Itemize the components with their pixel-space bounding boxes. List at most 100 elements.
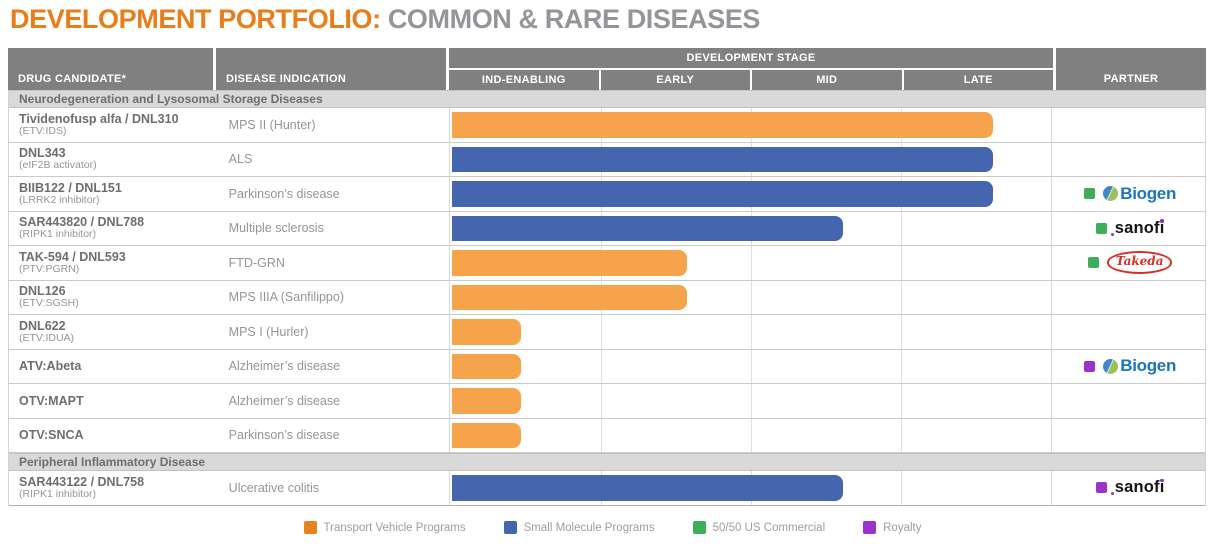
stage-gridline xyxy=(750,418,752,452)
stage-cell xyxy=(449,246,1053,280)
drug-candidate-cell: SAR443122 / DNL758 (RIPK1 inhibitor) xyxy=(9,471,214,505)
partner-cell: Biogen xyxy=(1055,177,1205,211)
header-stage-early: EARLY xyxy=(600,70,750,90)
stage-bar xyxy=(452,181,994,207)
legend-item-small-molecule: Small Molecule Programs xyxy=(503,521,655,534)
portfolio-table: DRUG CANDIDATE* DISEASE INDICATION DEVEL… xyxy=(8,48,1206,506)
biogen-wordmark: Biogen xyxy=(1120,356,1177,376)
stage-gridline xyxy=(901,211,903,245)
sanofi-i-dot: i xyxy=(1159,478,1165,497)
table-header: DRUG CANDIDATE* DISEASE INDICATION DEVEL… xyxy=(8,48,1206,90)
drug-candidate-cell: DNL126 (ETV:SGSH) xyxy=(9,281,214,315)
legend-label: 50/50 US Commercial xyxy=(712,521,826,534)
partner-cell: sanofi xyxy=(1055,212,1205,246)
stage-gridline xyxy=(600,384,602,418)
header-partner: PARTNER xyxy=(1056,48,1206,90)
drug-subtitle: (RIPK1 inhibitor) xyxy=(19,487,97,500)
page-title-subtitle: COMMON & RARE DISEASES xyxy=(387,4,761,34)
stage-cell xyxy=(449,177,1053,211)
partner-cell xyxy=(1055,281,1205,315)
drug-subtitle: (eIF2B activator) xyxy=(19,159,97,172)
drug-name: Tividenofusp alfa / DNL310 xyxy=(19,111,179,126)
drug-name: OTV:MAPT xyxy=(19,393,84,408)
page-title: DEVELOPMENT PORTFOLIO: COMMON & RARE DIS… xyxy=(10,4,760,35)
disease-indication-cell: MPS I (Hurler) xyxy=(217,315,447,349)
partner-cell: sanofi xyxy=(1055,471,1205,505)
drug-subtitle: (ETV:IDS) xyxy=(19,124,67,137)
stage-gridline xyxy=(901,246,903,280)
disease-indication: MPS IIIA (Sanfilippo) xyxy=(228,290,344,305)
drug-candidate-cell: BIIB122 / DNL151 (LRRK2 inhibitor) xyxy=(9,177,214,211)
table-row: DNL343 (eIF2B activator) ALS xyxy=(9,142,1205,177)
disease-indication-cell: MPS II (Hunter) xyxy=(217,108,447,142)
partner-cell: Biogen xyxy=(1055,350,1205,384)
header-stage-late: LATE xyxy=(903,70,1053,90)
drug-candidate-cell: Tividenofusp alfa / DNL310 (ETV:IDS) xyxy=(9,108,214,142)
table-row: SAR443122 / DNL758 (RIPK1 inhibitor) Ulc… xyxy=(9,471,1205,506)
stage-gridline xyxy=(600,418,602,452)
table-row: OTV:SNCA Parkinson’s disease xyxy=(9,418,1205,453)
partner-cell xyxy=(1055,315,1205,349)
stage-bar xyxy=(452,475,843,501)
disease-indication: MPS I (Hurler) xyxy=(228,324,309,339)
purple-marker-icon xyxy=(1095,482,1107,494)
disease-indication-cell: Ulcerative colitis xyxy=(217,471,447,505)
disease-indication: ALS xyxy=(228,152,253,167)
stage-cell xyxy=(449,142,1053,176)
purple-marker-icon xyxy=(1084,360,1096,372)
disease-indication: Alzheimer’s disease xyxy=(228,393,341,408)
stage-bar xyxy=(452,319,522,345)
sanofi-i-dot: i xyxy=(1159,218,1165,237)
legend-label: Transport Vehicle Programs xyxy=(323,521,466,534)
stage-bar xyxy=(452,422,522,448)
stage-cell xyxy=(449,471,1053,505)
drug-name: BIIB122 / DNL151 xyxy=(19,180,122,195)
page-title-accent: DEVELOPMENT PORTFOLIO: xyxy=(10,4,381,34)
legend-label: Small Molecule Programs xyxy=(523,521,655,534)
stage-bar xyxy=(452,146,994,172)
drug-subtitle: (PTV:PGRN) xyxy=(19,262,80,275)
partner-cell xyxy=(1055,384,1205,418)
drug-candidate-cell: OTV:SNCA xyxy=(9,419,214,453)
disease-indication: MPS II (Hunter) xyxy=(228,117,316,132)
section-row: Peripheral Inflammatory Disease xyxy=(9,453,1205,471)
partner-cell: Takeda xyxy=(1055,246,1205,280)
legend: Transport Vehicle Programs Small Molecul… xyxy=(0,521,1225,534)
disease-indication-cell: ALS xyxy=(217,143,447,177)
takeda-logo: Takeda xyxy=(1106,251,1173,275)
disease-indication: Ulcerative colitis xyxy=(228,480,319,495)
header-disease-indication: DISEASE INDICATION xyxy=(216,48,446,90)
green-marker-icon xyxy=(1087,257,1099,269)
section-label: Neurodegeneration and Lysosomal Storage … xyxy=(19,92,323,106)
stage-gridline xyxy=(750,246,752,280)
legend-item-5050-us-commercial: 50/50 US Commercial xyxy=(692,521,826,534)
stage-cell xyxy=(449,418,1053,452)
disease-indication-cell: Parkinson’s disease xyxy=(217,419,447,453)
header-stage-mid: MID xyxy=(752,70,902,90)
disease-indication-cell: Parkinson’s disease xyxy=(217,177,447,211)
small-molecule-swatch-icon xyxy=(503,521,517,534)
drug-name: SAR443820 / DNL788 xyxy=(19,215,145,230)
drug-name: DNL343 xyxy=(19,146,66,161)
stage-gridline xyxy=(901,384,903,418)
disease-indication-cell: Alzheimer’s disease xyxy=(217,350,447,384)
biogen-sphere-icon xyxy=(1103,358,1119,374)
drug-candidate-cell: DNL343 (eIF2B activator) xyxy=(9,143,214,177)
stage-gridline xyxy=(600,315,602,349)
drug-name: DNL622 xyxy=(19,318,66,333)
stage-gridline xyxy=(750,280,752,314)
drug-subtitle: (LRRK2 inhibitor) xyxy=(19,193,100,206)
stage-columns: IND-ENABLING EARLY MID LATE xyxy=(449,70,1053,90)
drug-candidate-cell: SAR443820 / DNL788 (RIPK1 inhibitor) xyxy=(9,212,214,246)
section-label: Peripheral Inflammatory Disease xyxy=(19,455,206,469)
partner-cell xyxy=(1055,419,1205,453)
disease-indication: Parkinson’s disease xyxy=(228,428,340,443)
stage-cell xyxy=(449,211,1053,245)
disease-indication-cell: FTD-GRN xyxy=(217,246,447,280)
legend-item-royalty: Royalty xyxy=(863,521,921,534)
drug-candidate-cell: OTV:MAPT xyxy=(9,384,214,418)
header-development-stage: DEVELOPMENT STAGE xyxy=(449,48,1053,68)
header-development-stage-group: DEVELOPMENT STAGE IND-ENABLING EARLY MID… xyxy=(449,48,1053,90)
drug-candidate-cell: ATV:Abeta xyxy=(9,350,214,384)
